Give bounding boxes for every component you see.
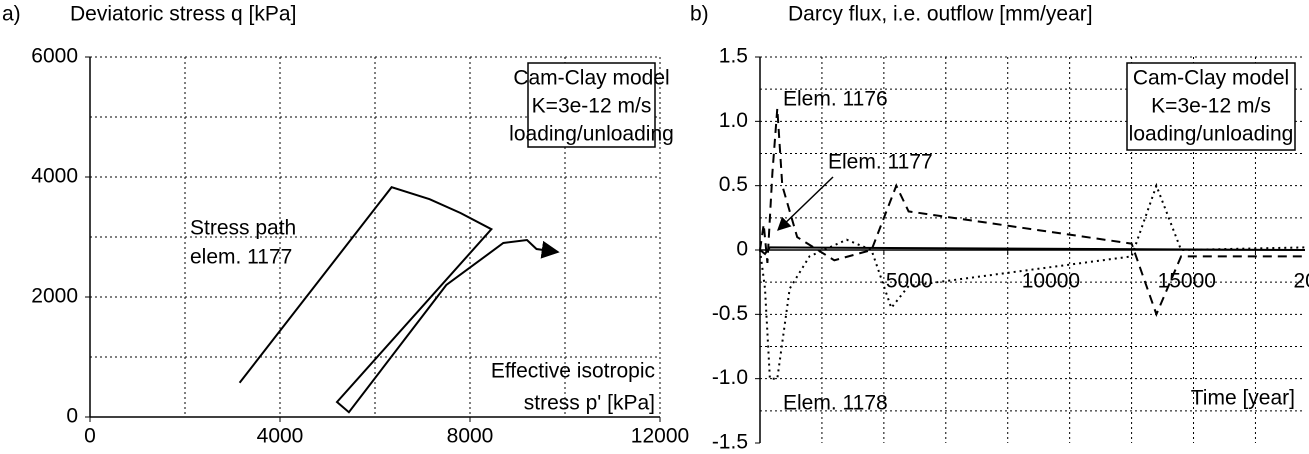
data-line xyxy=(238,186,560,414)
y-tick-label: 0.5 xyxy=(719,173,748,196)
x-axis-label: Time [year] xyxy=(1191,387,1295,410)
y-tick-label: 2000 xyxy=(31,285,78,308)
info-text: K=3e-12 m/s xyxy=(1151,95,1271,118)
info-box xyxy=(527,62,656,148)
x-tick-label: 10000 xyxy=(1022,270,1080,293)
info-text: K=3e-12 m/s xyxy=(532,95,652,118)
y-tick-label: 0 xyxy=(66,405,78,428)
series-label: Elem. 1178 xyxy=(783,392,888,415)
y-tick-label: 0 xyxy=(736,238,748,261)
y-tick-label: -1.0 xyxy=(712,366,748,389)
x-tick-label: 12000 xyxy=(631,425,689,448)
annotation: elem. 1177 xyxy=(190,246,292,269)
series-label: Elem. 1176 xyxy=(783,88,888,111)
info-text: loading/unloading xyxy=(509,123,674,146)
y-tick-label: -0.5 xyxy=(712,302,748,325)
annotation: Stress path xyxy=(190,217,296,240)
x-tick-label: 0 xyxy=(84,425,96,448)
annotation: stress p' [kPa] xyxy=(524,392,655,415)
chart-title: Darcy flux, i.e. outflow [mm/year] xyxy=(788,3,1093,26)
panel-label: a) xyxy=(2,3,21,26)
y-tick-label: 4000 xyxy=(31,165,78,188)
chart-title: Deviatoric stress q [kPa] xyxy=(70,3,296,26)
x-tick-label: 8000 xyxy=(447,425,494,448)
y-tick-label: -1.5 xyxy=(712,431,748,454)
info-text: Cam-Clay model xyxy=(513,67,669,90)
info-text: Cam-Clay model xyxy=(1133,67,1289,90)
info-text: loading/unloading xyxy=(1129,123,1294,146)
x-tick-label: 20000 xyxy=(1293,270,1309,293)
panel-label: b) xyxy=(690,3,709,26)
data-line xyxy=(759,108,1305,318)
y-tick-label: 6000 xyxy=(31,45,78,68)
annotation-arrow xyxy=(777,176,834,231)
y-tick-label: 1.5 xyxy=(719,45,748,68)
data-line xyxy=(759,246,1306,256)
x-tick-label: 5000 xyxy=(886,270,933,293)
info-box xyxy=(1126,62,1296,151)
data-line xyxy=(759,182,1306,380)
series-label: Elem. 1177 xyxy=(828,151,933,174)
annotation: Effective isotropic xyxy=(491,360,655,383)
y-tick-label: 1.0 xyxy=(719,109,748,132)
x-tick-label: 4000 xyxy=(257,425,304,448)
